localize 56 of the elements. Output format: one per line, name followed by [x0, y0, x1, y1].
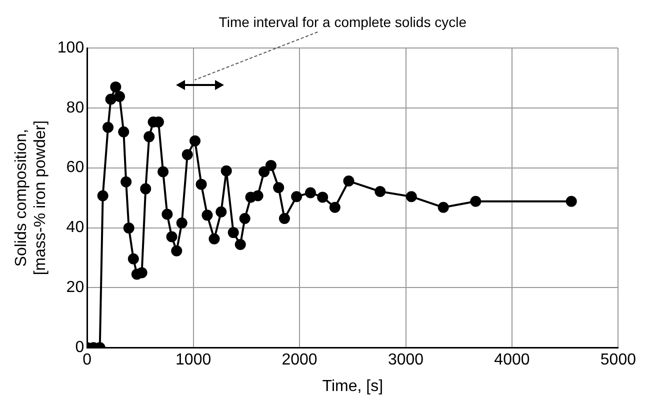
point: [329, 202, 340, 213]
point: [202, 210, 213, 221]
point: [144, 131, 155, 142]
point: [171, 245, 182, 256]
point: [162, 208, 173, 220]
point: [252, 190, 264, 202]
y-tick-label: 80: [66, 99, 84, 116]
x-tick-label: 5000: [600, 352, 636, 369]
x-axis-title: Time, [s]: [322, 378, 384, 395]
point: [291, 191, 302, 202]
point: [216, 206, 227, 218]
point: [566, 196, 577, 207]
point: [406, 191, 417, 202]
point: [140, 183, 152, 194]
x-tick-label: 4000: [494, 352, 530, 369]
point: [317, 192, 328, 203]
y-tick-label: 0: [75, 339, 84, 356]
point: [182, 149, 193, 160]
y-tick-label: 60: [66, 159, 84, 176]
point: [105, 94, 116, 105]
point: [128, 253, 139, 264]
point: [102, 122, 114, 133]
y-tick-label: 100: [57, 39, 84, 56]
point: [228, 227, 239, 238]
x-tick-label: 1000: [176, 352, 212, 369]
point: [166, 231, 178, 242]
y-axis-title: Solids composition, [mass-% iron powder]: [13, 120, 50, 276]
point: [123, 222, 134, 234]
point: [110, 81, 122, 92]
point: [118, 126, 130, 138]
point: [196, 178, 207, 190]
x-tick-label: 2000: [282, 352, 318, 369]
x-tick-label: 3000: [388, 352, 424, 369]
point: [239, 212, 250, 224]
point: [176, 217, 188, 228]
point: [97, 190, 108, 202]
point: [438, 202, 449, 213]
y-tick-label: 20: [66, 279, 84, 296]
point: [136, 267, 148, 278]
point: [278, 212, 290, 224]
point: [208, 233, 220, 244]
point: [304, 187, 316, 198]
point: [470, 196, 482, 207]
point: [374, 186, 386, 198]
point: [258, 166, 270, 178]
point: [190, 135, 201, 146]
point: [273, 182, 284, 194]
point: [158, 166, 169, 178]
point: [343, 176, 354, 187]
point: [114, 91, 125, 102]
point: [234, 239, 246, 250]
point: [220, 165, 232, 176]
point: [265, 160, 276, 171]
text: Time interval for a complete solids cycle: [218, 14, 467, 30]
point: [120, 176, 132, 188]
y-tick-label: 40: [66, 219, 84, 236]
